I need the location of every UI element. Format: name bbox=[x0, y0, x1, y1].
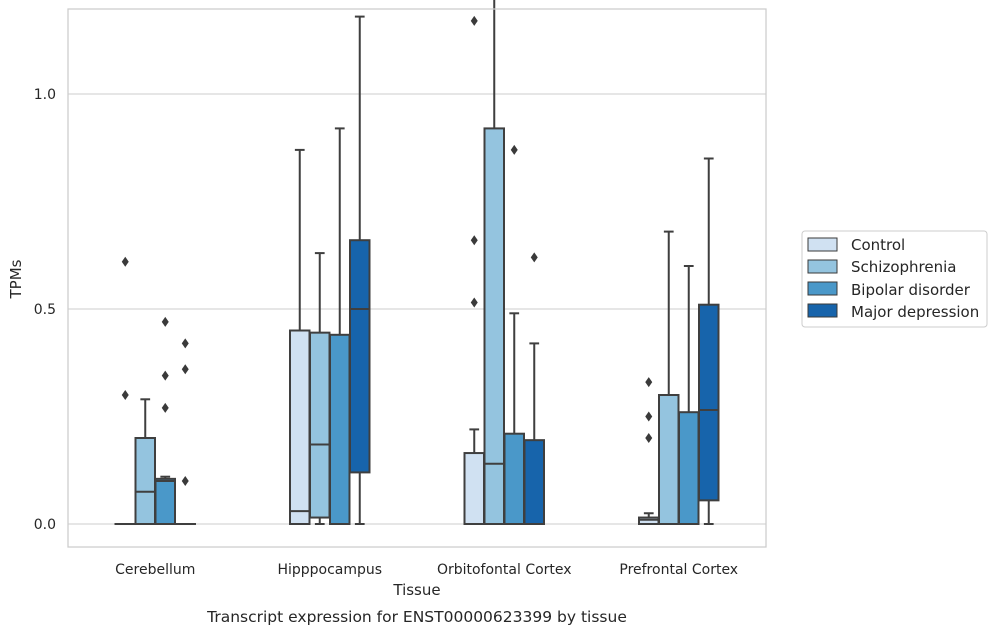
box-orbitofontal-cortex-schizophrenia bbox=[483, 0, 505, 525]
x-tick-label-hipppocampus: Hipppocampus bbox=[277, 562, 382, 578]
box-cerebellum-major-depression bbox=[174, 338, 196, 526]
outlier-point bbox=[181, 338, 189, 349]
legend-item-control: Control bbox=[807, 236, 905, 254]
iqr-box bbox=[483, 127, 505, 525]
legend-label-control: Control bbox=[851, 236, 905, 254]
iqr-box bbox=[678, 411, 700, 526]
outlier-point bbox=[121, 390, 129, 400]
legend-item-schizophrenia: Schizophrenia bbox=[807, 258, 956, 276]
outlier-point bbox=[181, 364, 189, 375]
y-tick-label: 1.0 bbox=[34, 87, 56, 103]
outlier-point bbox=[121, 256, 129, 267]
x-tick-label-cerebellum: Cerebellum bbox=[115, 562, 195, 578]
legend-swatch-bipolar-disorder bbox=[807, 281, 838, 296]
x-tick-label-orbitofontal-cortex: Orbitofontal Cortex bbox=[437, 562, 572, 578]
iqr-box bbox=[638, 516, 660, 525]
iqr-box bbox=[503, 432, 525, 526]
y-tick-label: 0.0 bbox=[34, 517, 56, 533]
legend-swatch-control bbox=[807, 237, 838, 252]
y-tick-labels: 0.00.51.01.52.0 bbox=[34, 87, 56, 533]
outlier-point bbox=[645, 411, 653, 422]
iqr-box bbox=[154, 477, 176, 526]
x-tick-labels: Cerebellum Hipppocampus Orbitofontal Corte… bbox=[115, 562, 738, 578]
iqr-box bbox=[463, 452, 485, 525]
outlier-point bbox=[161, 316, 169, 327]
outlier-point bbox=[181, 476, 189, 486]
y-axis-label: TPMs bbox=[7, 259, 25, 299]
outlier-point bbox=[161, 402, 169, 413]
iqr-box bbox=[309, 331, 331, 519]
box-prefrontal-cortex-major-depression bbox=[698, 157, 720, 525]
x-tick-label-prefrontal-cortex: Prefrontal Cortex bbox=[619, 562, 738, 578]
outlier-point bbox=[470, 15, 478, 26]
legend-swatch-major-depression bbox=[807, 303, 838, 318]
box-prefrontal-cortex-schizophrenia bbox=[658, 230, 680, 525]
legend-swatch-schizophrenia bbox=[807, 259, 838, 274]
legend-frame bbox=[801, 230, 988, 328]
iqr-box bbox=[289, 329, 311, 525]
iqr-box bbox=[523, 439, 545, 525]
outlier-point bbox=[645, 377, 653, 388]
iqr-box bbox=[329, 333, 351, 525]
box-cerebellum-bipolar-disorder bbox=[154, 316, 176, 526]
chart-caption: Transcript expression for ENST0000062339… bbox=[206, 608, 627, 626]
legend-label-major-depression: Major depression bbox=[851, 303, 979, 321]
y-tick-label: 0.5 bbox=[34, 302, 56, 318]
outlier-point bbox=[645, 433, 653, 443]
legend: Control Schizophrenia Bipolar disorder M… bbox=[801, 230, 988, 328]
legend-label-bipolar-disorder: Bipolar disorder bbox=[851, 281, 971, 299]
outlier-point bbox=[470, 297, 478, 308]
legend-label-schizophrenia: Schizophrenia bbox=[851, 258, 956, 276]
iqr-box bbox=[658, 394, 680, 525]
outlier-point bbox=[470, 235, 478, 246]
box-orbitofontal-cortex-bipolar-disorder bbox=[503, 144, 525, 526]
box-orbitofontal-cortex-major-depression bbox=[523, 252, 545, 525]
boxes bbox=[114, 0, 720, 526]
box-hipppocampus-major-depression bbox=[349, 15, 371, 525]
iqr-box bbox=[698, 303, 720, 502]
x-axis-label: Tissue bbox=[392, 581, 440, 599]
plot-frame bbox=[67, 8, 767, 548]
outlier-point bbox=[510, 144, 518, 155]
legend-item-bipolar-disorder: Bipolar disorder bbox=[807, 281, 971, 299]
iqr-box bbox=[349, 239, 371, 474]
outlier-point bbox=[530, 252, 538, 263]
iqr-box bbox=[134, 437, 156, 525]
legend-item-major-depression: Major depression bbox=[807, 303, 979, 321]
box-cerebellum-control bbox=[114, 256, 136, 526]
outlier-point bbox=[161, 370, 169, 381]
